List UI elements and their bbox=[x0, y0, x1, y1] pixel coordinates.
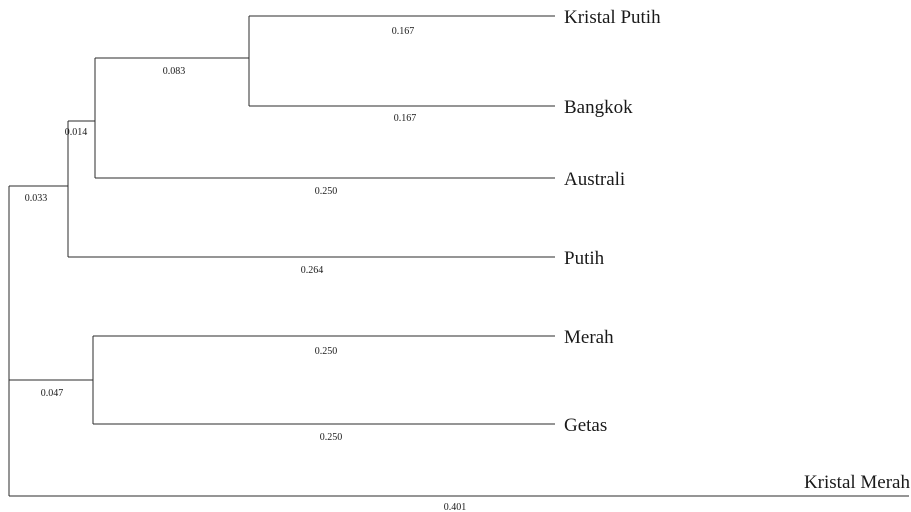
leaf-labels: Kristal Putih Bangkok Australi Putih Mer… bbox=[564, 7, 910, 493]
leaf-label-kristal-merah: Kristal Merah bbox=[804, 472, 911, 493]
length-label-merah: 0.250 bbox=[315, 346, 338, 357]
length-label-kristal-merah: 0.401 bbox=[444, 502, 467, 512]
tree-branches bbox=[8, 15, 909, 497]
leaf-label-merah: Merah bbox=[564, 327, 614, 348]
length-label-clade-merah-getas: 0.047 bbox=[41, 388, 64, 399]
leaf-label-putih: Putih bbox=[564, 248, 605, 269]
length-label-clade-kp-bk-au: 0.014 bbox=[65, 127, 88, 138]
leaf-label-bangkok: Bangkok bbox=[564, 97, 633, 118]
leaf-label-australi: Australi bbox=[564, 169, 625, 190]
length-label-kristal-putih: 0.167 bbox=[392, 26, 415, 37]
branch-length-labels: 0.167 0.167 0.250 0.264 0.250 0.250 0.40… bbox=[25, 26, 467, 512]
length-label-putih: 0.264 bbox=[301, 265, 324, 276]
length-label-australi: 0.250 bbox=[315, 186, 338, 197]
leaf-label-kristal-putih: Kristal Putih bbox=[564, 7, 661, 28]
length-label-bangkok: 0.167 bbox=[394, 113, 417, 124]
leaf-label-getas: Getas bbox=[564, 415, 607, 436]
length-label-clade-upper: 0.033 bbox=[25, 193, 48, 204]
length-label-clade-kp-bk: 0.083 bbox=[163, 66, 186, 77]
length-label-getas: 0.250 bbox=[320, 432, 343, 443]
